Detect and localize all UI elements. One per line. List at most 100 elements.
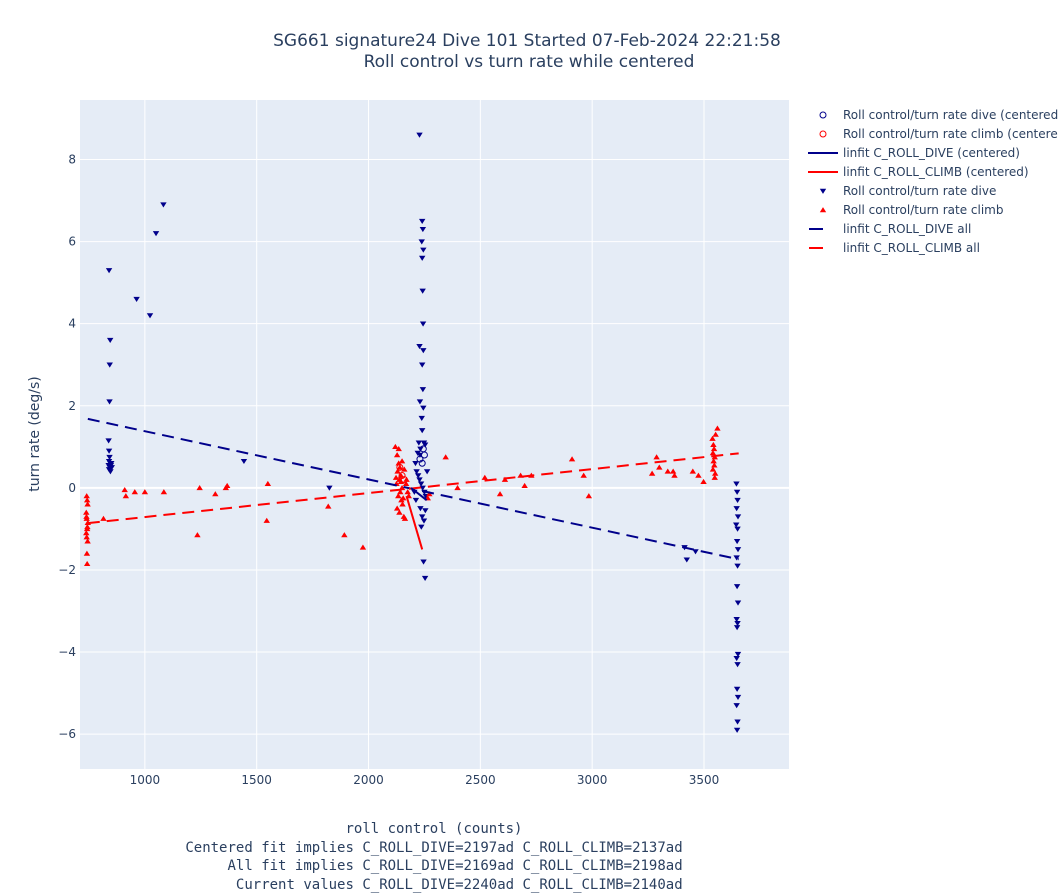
legend-item[interactable]: linfit C_ROLL_CLIMB all <box>809 241 980 255</box>
data-point <box>83 513 90 519</box>
legend-label: Roll control/turn rate dive <box>843 184 996 198</box>
x-tick-labels: 1000 1500 2000 2500 3000 3500 <box>130 773 720 787</box>
data-point <box>84 501 91 507</box>
data-point <box>733 555 740 561</box>
data-point <box>83 493 90 499</box>
data-point <box>423 469 431 475</box>
y-tick-label: −6 <box>58 727 76 741</box>
x-tick-label: 3500 <box>689 773 720 787</box>
data-point <box>418 255 426 261</box>
data-point <box>714 425 721 431</box>
data-point <box>106 399 113 405</box>
data-point <box>734 526 741 532</box>
data-point <box>392 443 399 450</box>
data-point <box>264 480 272 486</box>
legend-item[interactable]: linfit C_ROLL_DIVE all <box>809 222 971 236</box>
data-point <box>399 501 406 507</box>
centered-fit-note: Centered fit implies C_ROLL_DIVE=2197ad … <box>185 839 683 856</box>
x-axis-label: roll control (counts) <box>345 821 523 837</box>
legend-item[interactable]: Roll control/turn rate climb <box>819 203 1004 217</box>
legend-label: Roll control/turn rate climb (centered) <box>843 127 1058 141</box>
plot-background <box>80 100 789 769</box>
data-point <box>83 550 91 556</box>
data-point <box>398 458 406 464</box>
data-point <box>580 472 587 478</box>
data-point <box>325 503 332 509</box>
chart-title: SG661 signature24 Dive 101 Started 07-Fe… <box>273 31 781 51</box>
y-tick-labels: −6 −4 −2 0 2 4 6 8 <box>58 153 76 742</box>
data-point <box>709 435 716 441</box>
data-point <box>418 459 426 467</box>
y-tick-label: 2 <box>68 399 76 413</box>
data-point <box>392 474 400 480</box>
data-point <box>396 509 403 515</box>
data-point <box>399 495 407 501</box>
data-point <box>419 387 427 393</box>
data-point <box>733 506 740 512</box>
data-point <box>393 505 401 511</box>
data-point <box>418 239 425 245</box>
data-point <box>416 132 423 138</box>
data-point <box>402 480 410 486</box>
data-point <box>83 509 90 515</box>
data-point <box>105 438 112 444</box>
legend-item[interactable]: Roll control/turn rate dive (centered) <box>819 108 1058 122</box>
data-point <box>653 454 660 460</box>
data-point <box>733 584 741 590</box>
data-point <box>734 694 742 701</box>
data-point <box>419 321 427 327</box>
data-point <box>710 458 717 464</box>
legend-label: linfit C_ROLL_DIVE (centered) <box>843 146 1020 160</box>
data-point <box>396 464 404 470</box>
legend[interactable]: Roll control/turn rate dive (centered) Ro… <box>808 108 1058 255</box>
x-tick-label: 2000 <box>353 773 384 787</box>
data-point <box>734 514 742 520</box>
data-point <box>711 462 718 468</box>
data-point <box>426 491 433 497</box>
data-point <box>263 517 270 523</box>
data-point <box>105 448 113 454</box>
legend-label: Roll control/turn rate dive (centered) <box>843 108 1058 122</box>
series-line <box>405 495 424 550</box>
data-point <box>105 268 113 274</box>
data-point <box>418 524 425 530</box>
data-point <box>733 686 741 692</box>
data-point <box>733 625 741 631</box>
legend-item[interactable]: linfit C_ROLL_DIVE (centered) <box>808 146 1020 160</box>
data-point <box>648 470 656 476</box>
data-point <box>733 489 741 495</box>
data-point <box>84 523 91 530</box>
data-point <box>394 468 401 474</box>
data-point <box>100 515 107 521</box>
data-point <box>734 600 742 606</box>
legend-marker-swatch <box>819 188 827 194</box>
data-point <box>669 468 677 474</box>
data-point <box>133 296 140 302</box>
data-point <box>734 651 742 657</box>
legend-item[interactable]: Roll control/turn rate climb (centered) <box>819 127 1058 141</box>
data-point <box>359 544 367 550</box>
y-tick-label: 0 <box>68 481 76 495</box>
data-point <box>341 532 348 538</box>
data-point <box>711 474 718 480</box>
data-point <box>418 428 426 434</box>
data-point <box>710 445 718 452</box>
data-point <box>83 534 90 540</box>
data-point <box>397 489 404 495</box>
data-point <box>416 344 423 350</box>
data-point <box>122 493 130 499</box>
data-point <box>418 514 426 520</box>
series-line <box>87 452 739 525</box>
data-point <box>152 231 160 237</box>
x-tick-label: 1000 <box>130 773 161 787</box>
data-point <box>712 431 719 437</box>
data-point <box>734 662 741 668</box>
legend-item[interactable]: Roll control/turn rate dive <box>819 184 997 198</box>
legend-label: linfit C_ROLL_CLIMB (centered) <box>843 165 1029 179</box>
data-point <box>689 468 697 474</box>
data-point <box>709 450 717 456</box>
data-point <box>683 557 690 563</box>
data-point <box>194 532 201 538</box>
legend-item[interactable]: linfit C_ROLL_CLIMB (centered) <box>808 165 1029 179</box>
